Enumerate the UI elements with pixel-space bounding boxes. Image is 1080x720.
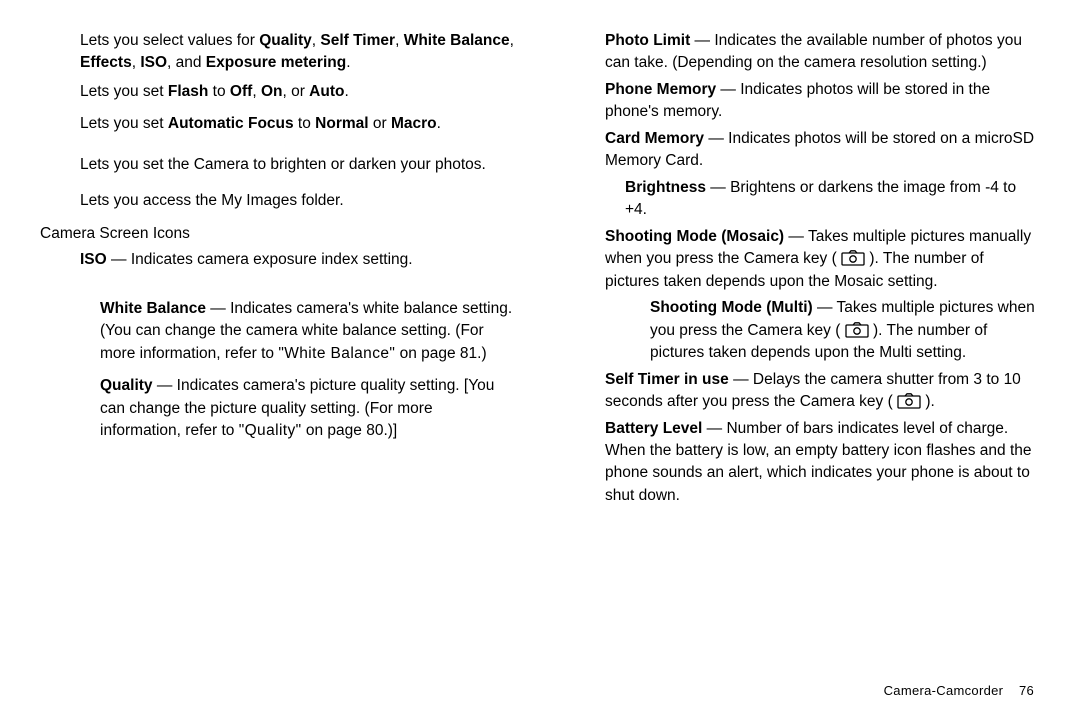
camera-icon <box>897 393 921 409</box>
autofocus-paragraph: Lets you set Automatic Focus to Normal o… <box>80 113 515 135</box>
camera-icon <box>845 322 869 338</box>
footer-section: Camera-Camcorder <box>884 683 1004 698</box>
flash-paragraph: Lets you set Flash to Off, On, or Auto. <box>80 81 515 103</box>
brightness-paragraph: Lets you set the Camera to brighten or d… <box>80 154 515 176</box>
page: Lets you select values for Quality, Self… <box>0 0 1080 720</box>
quality-ref: "Quality" <box>239 422 302 439</box>
two-column-layout: Lets you select values for Quality, Self… <box>40 30 1040 670</box>
self-timer-description: Self Timer in use — Delays the camera sh… <box>605 369 1040 414</box>
left-column: Lets you select values for Quality, Self… <box>40 30 515 670</box>
photo-limit-description: Photo Limit — Indicates the available nu… <box>605 30 1040 75</box>
white-balance-description: White Balance — Indicates camera's white… <box>100 298 515 365</box>
camera-icon <box>841 250 865 266</box>
shooting-mode-mosaic-description: Shooting Mode (Mosaic) — Takes multiple … <box>605 226 1040 293</box>
quality-description: Quality — Indicates camera's picture qua… <box>100 375 515 442</box>
phone-memory-description: Phone Memory — Indicates photos will be … <box>605 79 1040 124</box>
camera-screen-icons-heading: Camera Screen Icons <box>40 223 515 245</box>
footer-page-number: 76 <box>1019 683 1034 698</box>
my-images-paragraph: Lets you access the My Images folder. <box>80 190 515 212</box>
shooting-mode-multi-description: Shooting Mode (Multi) — Takes multiple p… <box>650 297 1040 364</box>
card-memory-description: Card Memory — Indicates photos will be s… <box>605 128 1040 173</box>
white-balance-ref: "White Balance" <box>278 345 395 362</box>
brightness-description: Brightness — Brightens or darkens the im… <box>625 177 1040 222</box>
battery-level-description: Battery Level — Number of bars indicates… <box>605 418 1040 508</box>
settings-values-paragraph: Lets you select values for Quality, Self… <box>80 30 515 75</box>
right-column: Photo Limit — Indicates the available nu… <box>565 30 1040 670</box>
page-footer: Camera-Camcorder 76 <box>884 683 1034 698</box>
iso-description: ISO — Indicates camera exposure index se… <box>80 249 515 271</box>
